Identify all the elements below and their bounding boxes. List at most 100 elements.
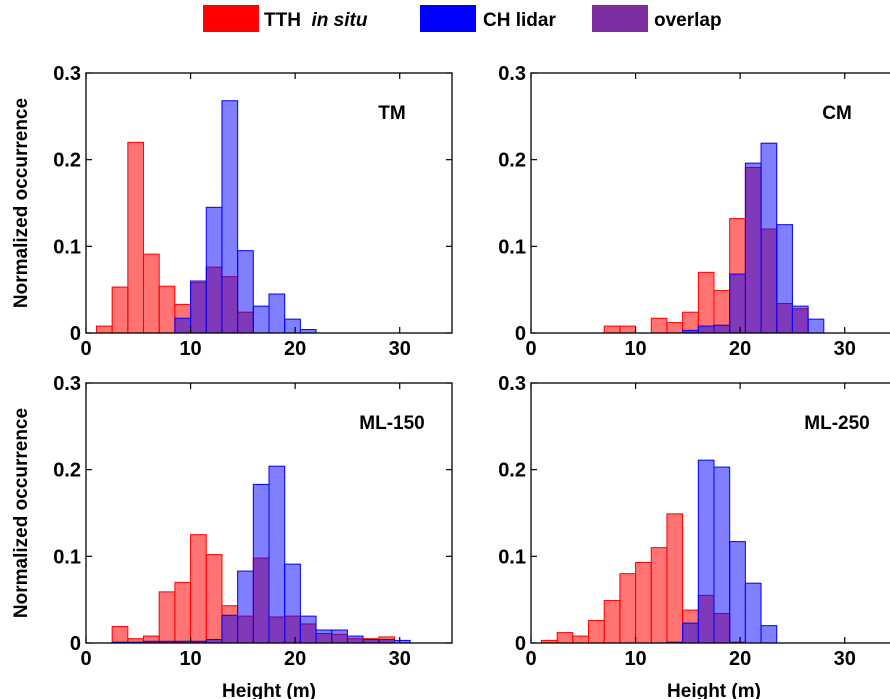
bar-in-situ — [666, 513, 684, 644]
bar-in-situ — [619, 325, 637, 334]
x-tick-label: 20 — [729, 648, 751, 670]
y-tick-label: 0.1 — [53, 546, 81, 568]
panel-0: 0 0.1 0.2 0.3 0 10 20 30 TM Normalized occurrence — [11, 63, 453, 360]
bar-lidar — [252, 483, 270, 644]
bar-lidar — [331, 629, 348, 644]
legend-swatch-in_situ — [203, 5, 259, 32]
bar-lidar — [268, 465, 286, 644]
bar-in-situ — [556, 632, 574, 644]
bar-lidar — [729, 541, 746, 644]
bar-in-situ — [588, 619, 605, 644]
bar-lidar — [346, 635, 364, 644]
bar-lidar — [713, 466, 731, 644]
bar-in-situ — [95, 325, 113, 334]
y-tick-label: 0 — [70, 323, 81, 345]
y-tick-label: 0.3 — [498, 63, 526, 85]
bar-in-situ — [158, 591, 176, 644]
x-tick-label: 30 — [834, 648, 856, 670]
bar-lidar — [713, 324, 731, 334]
panel-3: 0 0.1 0.2 0.3 0 10 20 30 ML-250 Height (m) — [498, 373, 890, 699]
y-tick-label: 0.3 — [53, 63, 81, 85]
bar-in-situ — [650, 317, 668, 334]
legend: TTH in situ CH lidar overlap — [203, 5, 722, 32]
bar-lidar — [807, 318, 825, 334]
bar-in-situ — [111, 286, 129, 334]
y-axis-label: Normalized occurrence — [11, 408, 32, 618]
bar-in-situ — [111, 626, 129, 644]
x-tick-label: 10 — [624, 338, 646, 360]
axes-frame — [85, 72, 453, 334]
x-tick-label: 10 — [624, 648, 646, 670]
bar-in-situ — [158, 285, 176, 334]
y-tick-label: 0.2 — [53, 460, 81, 482]
bar-in-situ — [174, 581, 192, 644]
y-tick-label: 0.1 — [498, 236, 526, 258]
panel-title: CM — [822, 103, 852, 124]
x-axis-label: Height (m) — [222, 681, 316, 699]
bar-in-situ — [127, 141, 145, 334]
bar-lidar — [284, 563, 301, 644]
panel-title: TM — [378, 103, 405, 124]
bar-lidar — [221, 100, 239, 334]
panel-title: ML-150 — [359, 413, 424, 434]
y-tick-label: 0.1 — [498, 546, 526, 568]
axes-frame — [530, 72, 890, 334]
legend-swatch-overlap — [592, 5, 648, 32]
bar-lidar — [697, 459, 715, 644]
panel-2: 0 0.1 0.2 0.3 0 10 20 30 ML-150 Normalized occurr… — [11, 373, 453, 699]
bar-lidar — [221, 614, 239, 644]
bar-lidar — [729, 273, 746, 334]
y-tick-label: 0.3 — [53, 373, 81, 395]
bar-in-situ — [603, 325, 621, 334]
bar-in-situ — [143, 253, 160, 334]
bar-in-situ — [650, 547, 668, 644]
bar-lidar — [760, 142, 778, 334]
bar-in-situ — [572, 635, 590, 644]
bar-lidar — [791, 305, 809, 334]
x-tick-label: 30 — [389, 338, 411, 360]
bar-lidar — [237, 570, 254, 644]
y-tick-label: 0 — [515, 633, 526, 655]
x-axis-label: Height (m) — [667, 681, 761, 699]
bar-lidar — [760, 625, 778, 644]
y-tick-label: 0 — [515, 323, 526, 345]
y-tick-label: 0.2 — [53, 150, 81, 172]
bar-lidar — [252, 305, 270, 334]
x-tick-label: 30 — [834, 338, 856, 360]
legend-label-in_situ: TTH in situ — [264, 10, 368, 31]
bar-in-situ — [697, 271, 715, 334]
x-tick-label: 0 — [525, 648, 536, 670]
bar-in-situ — [603, 600, 621, 644]
bar-in-situ — [190, 534, 207, 644]
y-tick-label: 0.2 — [498, 150, 526, 172]
bar-lidar — [190, 280, 207, 334]
bar-lidar — [237, 250, 254, 334]
y-tick-label: 0 — [70, 633, 81, 655]
panel-title: ML-250 — [804, 413, 869, 434]
bar-lidar — [299, 615, 317, 644]
bar-in-situ — [682, 311, 699, 334]
bar-lidar — [205, 206, 223, 334]
x-tick-label: 20 — [284, 648, 306, 670]
bar-lidar — [744, 582, 762, 644]
bar-lidar — [744, 162, 762, 334]
x-tick-label: 0 — [80, 338, 91, 360]
legend-swatch-lidar — [420, 5, 476, 32]
axes-frame — [85, 382, 453, 644]
bar-in-situ — [205, 554, 223, 644]
y-tick-label: 0.3 — [498, 373, 526, 395]
bar-lidar — [697, 325, 715, 334]
panels: 0 0.1 0.2 0.3 0 10 20 30 TM Normalized occurrence… — [11, 63, 890, 699]
bar-in-situ — [619, 573, 637, 644]
x-tick-label: 0 — [80, 648, 91, 670]
axes-frame — [530, 382, 890, 644]
legend-label-overlap: overlap — [654, 10, 722, 31]
bar-lidar — [284, 318, 301, 334]
x-tick-label: 20 — [729, 338, 751, 360]
x-tick-label: 20 — [284, 338, 306, 360]
bar-lidar — [315, 629, 333, 644]
x-tick-label: 0 — [525, 338, 536, 360]
y-tick-label: 0.2 — [498, 460, 526, 482]
y-tick-label: 0.1 — [53, 236, 81, 258]
y-axis-label: Normalized occurrence — [11, 98, 32, 308]
